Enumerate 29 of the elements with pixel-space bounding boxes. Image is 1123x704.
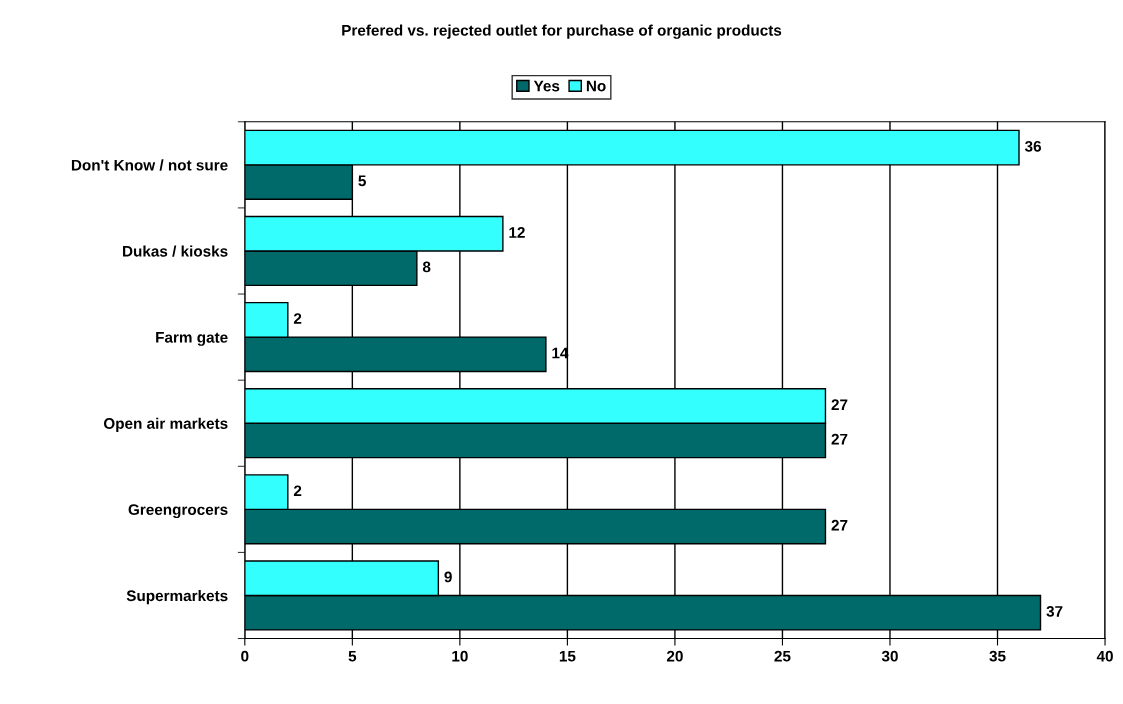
y-tick-label: Don't Know / not sure — [71, 159, 228, 171]
y-tick-label: Farm gate — [156, 332, 228, 346]
data-label: 12 — [509, 227, 525, 238]
x-tick-label: 10 — [452, 650, 468, 662]
x-tick-label: 30 — [881, 650, 898, 662]
y-tick-label: Supermarkets — [126, 589, 228, 605]
data-label: 27 — [831, 519, 848, 531]
x-tick-label: 20 — [666, 650, 683, 662]
y-tick-label: Open air markets — [103, 417, 228, 432]
legend-label: No — [586, 80, 606, 92]
data-label: 27 — [831, 433, 848, 445]
x-tick-label: 5 — [348, 650, 357, 662]
data-label: 8 — [422, 261, 431, 273]
data-label: 2 — [293, 485, 302, 497]
chart-title: Prefered vs. rejected outlet for purchase of organic products — [342, 24, 782, 39]
x-tick-label: 35 — [989, 650, 1006, 662]
x-tick-label: 0 — [241, 650, 249, 662]
data-label: 36 — [1024, 140, 1042, 152]
y-tick-label: Dukas / kiosks — [123, 245, 228, 257]
x-tick-label: 40 — [1096, 650, 1113, 662]
data-label: 37 — [1046, 605, 1063, 617]
data-label: 5 — [358, 175, 366, 187]
data-label: 27 — [831, 399, 848, 410]
data-label: 9 — [444, 571, 452, 583]
y-tick-label: Greengrocers — [128, 504, 228, 519]
data-label: 2 — [293, 313, 302, 324]
x-tick-label: 15 — [559, 650, 576, 662]
x-tick-label: 25 — [774, 650, 791, 662]
legend-label: Yes — [533, 80, 560, 92]
